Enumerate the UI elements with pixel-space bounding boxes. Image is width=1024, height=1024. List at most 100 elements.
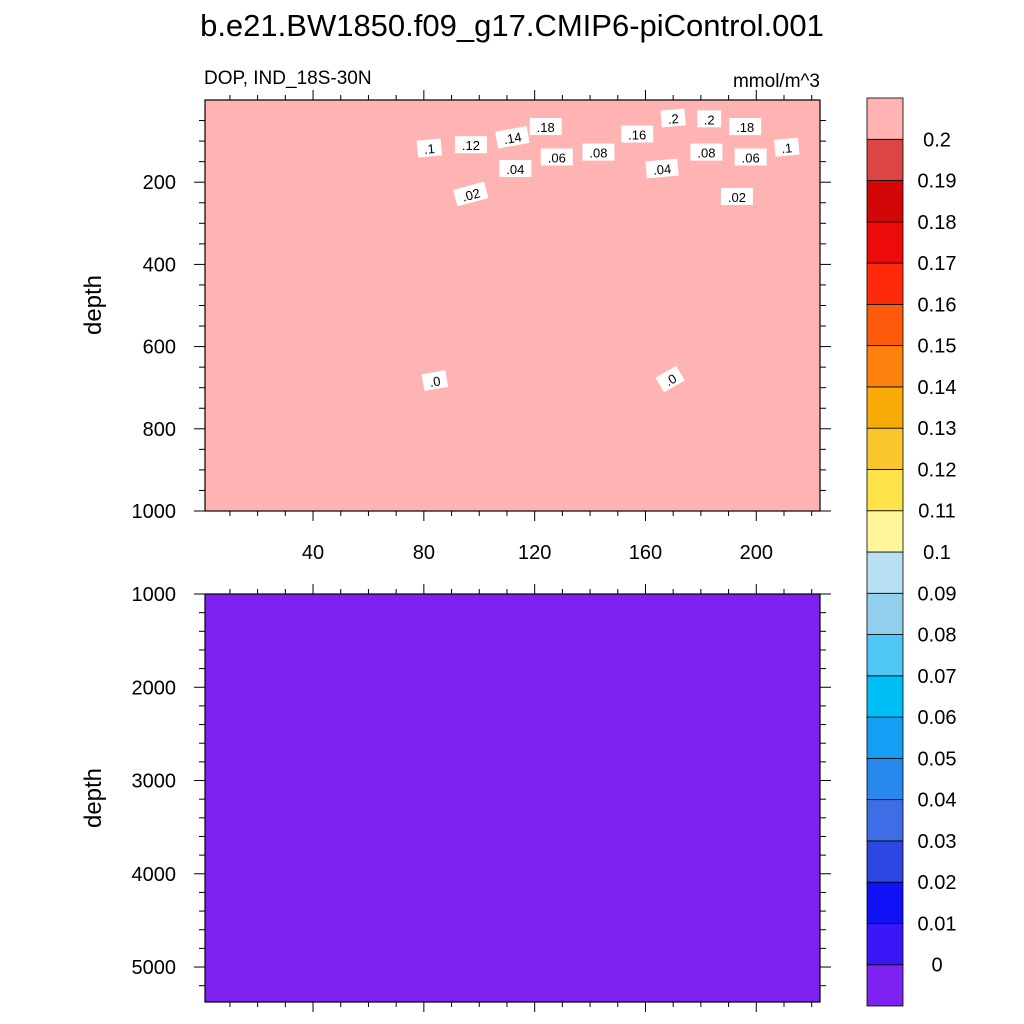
colorbar-swatch bbox=[866, 675, 904, 718]
chart-title: b.e21.BW1850.f09_g17.CMIP6-piControl.001 bbox=[200, 8, 824, 43]
contour-label: .16 bbox=[621, 125, 654, 143]
colorbar-label: 0.17 bbox=[918, 253, 957, 275]
colorbar-label: 0.08 bbox=[918, 625, 957, 647]
contour-label-text: .2 bbox=[667, 111, 679, 127]
contour-label: .18 bbox=[529, 118, 562, 136]
contour-label-text: .08 bbox=[697, 146, 715, 161]
colorbar-label: 0.05 bbox=[918, 748, 957, 770]
colorbar-label: 0.19 bbox=[918, 171, 957, 193]
contour-label-text: .06 bbox=[742, 151, 760, 166]
colorbar-swatch bbox=[866, 716, 904, 759]
x-tick-label: 120 bbox=[518, 542, 551, 564]
colorbar-label: 0.18 bbox=[918, 212, 957, 234]
contour-label-box bbox=[645, 158, 679, 179]
colorbar-label: 0.12 bbox=[918, 459, 957, 481]
x-tick-label: 80 bbox=[413, 542, 435, 564]
contour-label: .08 bbox=[690, 143, 723, 161]
contour-label-text: .08 bbox=[589, 146, 607, 161]
y-axis-label: depth bbox=[80, 768, 107, 828]
contour-label: .04 bbox=[499, 160, 532, 177]
contour-label: .02 bbox=[720, 188, 753, 205]
contour-label-box bbox=[734, 148, 767, 166]
panel-units-label: mmol/m^3 bbox=[733, 71, 820, 92]
contour-label: .12 bbox=[454, 136, 487, 154]
contour-label-text: .16 bbox=[628, 128, 646, 143]
colorbar-swatch bbox=[866, 469, 904, 512]
y-tick-label: 5000 bbox=[132, 957, 177, 979]
colorbar-swatch bbox=[866, 799, 904, 842]
y-tick-label: 400 bbox=[143, 254, 176, 276]
panel-subtitle-left: DOP, IND_18S-30N bbox=[204, 68, 372, 89]
colorbar-swatch bbox=[866, 592, 904, 635]
contour-label-box bbox=[729, 118, 762, 136]
contour-label-text: .2 bbox=[704, 112, 715, 127]
contour-label: .0 bbox=[421, 370, 449, 392]
colorbar-swatch bbox=[866, 881, 904, 924]
y-tick-label: 200 bbox=[143, 172, 176, 194]
y-tick-label: 600 bbox=[143, 337, 176, 359]
colorbar-swatch bbox=[866, 180, 904, 223]
contour-label-text: .18 bbox=[736, 120, 754, 135]
contour-label-text: .1 bbox=[423, 141, 435, 157]
colorbar-swatch bbox=[866, 386, 904, 429]
y-tick-label: 1000 bbox=[132, 584, 177, 606]
contour-label-text: .04 bbox=[506, 162, 524, 177]
colorbar-label: 0.11 bbox=[918, 501, 955, 523]
contour-label-box bbox=[453, 181, 489, 207]
x-tick-label: 160 bbox=[629, 542, 662, 564]
contour-label: .2 bbox=[660, 108, 686, 128]
colorbar-swatch bbox=[866, 551, 904, 594]
contour-label-box bbox=[421, 370, 449, 392]
contour-label: .04 bbox=[645, 158, 679, 179]
y-tick-label: 3000 bbox=[132, 771, 177, 793]
contour-label-text: .0 bbox=[428, 373, 441, 390]
colorbar-swatch bbox=[866, 97, 904, 140]
contour-label: .08 bbox=[582, 143, 615, 161]
colorbar-swatch bbox=[866, 345, 904, 388]
contour-label: .1 bbox=[416, 138, 443, 158]
colorbar-label: 0.14 bbox=[918, 377, 957, 399]
contour-label: .18 bbox=[729, 118, 762, 136]
contour-label-text: .06 bbox=[548, 151, 566, 166]
colorbar-label: 0 bbox=[931, 955, 942, 977]
contour-label-box bbox=[454, 136, 487, 154]
contour-label-box bbox=[540, 148, 573, 166]
colorbar-label: 0.09 bbox=[918, 583, 957, 605]
contour-label-text: .02 bbox=[728, 190, 746, 205]
colorbar-swatch bbox=[866, 510, 904, 553]
contour-label-text: .14 bbox=[502, 129, 522, 147]
upper-contour-fill bbox=[205, 100, 820, 511]
colorbar-swatch bbox=[866, 757, 904, 801]
contour-label-box bbox=[774, 137, 800, 157]
colorbar-swatch bbox=[866, 840, 904, 883]
colorbar-label: 0.15 bbox=[918, 336, 957, 358]
y-axis-label: depth bbox=[80, 275, 107, 335]
x-tick-label: 200 bbox=[740, 542, 773, 564]
contour-label-box bbox=[499, 160, 532, 177]
contour-label: .1 bbox=[774, 137, 800, 157]
contour-label-box bbox=[720, 188, 753, 205]
contour-label-box bbox=[582, 143, 615, 161]
contour-label-text: .12 bbox=[462, 138, 480, 153]
colorbar-swatch bbox=[866, 964, 904, 1007]
colorbar-swatch bbox=[866, 138, 904, 181]
contour-label-box bbox=[660, 108, 686, 128]
colorbar-label: 0.03 bbox=[918, 831, 957, 853]
contour-band bbox=[205, 100, 820, 511]
colorbar-label: 0.16 bbox=[918, 294, 957, 316]
contour-label-text: .18 bbox=[537, 120, 555, 135]
contour-label-text: .04 bbox=[652, 161, 671, 178]
lower-depth-panel: 1000 2000 3000 4000 5000 depth bbox=[80, 584, 831, 1012]
colorbar-swatch bbox=[866, 221, 904, 264]
contour-label-box bbox=[655, 365, 685, 393]
colorbar: 0 0.01 0.02 0.03 0.04 0.05 0.06 0.07 0.08 0.09 0.1… bbox=[866, 97, 957, 1007]
contour-label-box bbox=[416, 138, 443, 158]
colorbar-label: 0.02 bbox=[918, 872, 957, 894]
colorbar-label: 0.06 bbox=[918, 707, 957, 729]
colorbar-label: 0.04 bbox=[918, 790, 957, 812]
colorbar-label: 0.01 bbox=[918, 913, 957, 935]
colorbar-swatch bbox=[866, 262, 904, 305]
contour-label: .2 bbox=[697, 110, 722, 128]
y-tick-label: 2000 bbox=[132, 677, 177, 699]
